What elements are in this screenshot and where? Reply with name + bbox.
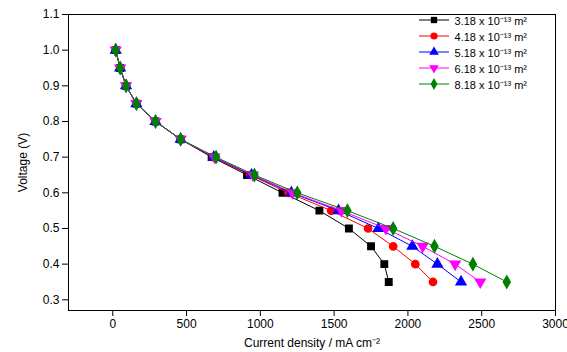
svg-text:1.0: 1.0 [43, 43, 60, 57]
svg-text:Current density / mA cm⁻²: Current density / mA cm⁻² [244, 336, 380, 350]
svg-text:0.4: 0.4 [43, 257, 60, 271]
svg-text:0.3: 0.3 [43, 293, 60, 307]
html-text:3.18 x 10⁻¹³ m²: 3.18 x 10⁻¹³ m² [454, 14, 527, 27]
svg-text:0.8: 0.8 [43, 114, 60, 128]
svg-text:0: 0 [109, 317, 116, 331]
svg-text:500: 500 [177, 317, 197, 331]
svg-text:3000: 3000 [542, 317, 567, 331]
svg-text:0.6: 0.6 [43, 186, 60, 200]
svg-text:1.1: 1.1 [43, 7, 60, 21]
svg-text:0.9: 0.9 [43, 79, 60, 93]
svg-text:Voltage (V): Voltage (V) [16, 133, 30, 192]
html-text:8.18 x 10⁻¹³ m²: 8.18 x 10⁻¹³ m² [454, 78, 527, 91]
svg-text:1500: 1500 [321, 317, 348, 331]
html-text:5.18 x 10⁻¹³ m²: 5.18 x 10⁻¹³ m² [454, 46, 527, 59]
html-text:4.18 x 10⁻¹³ m²: 4.18 x 10⁻¹³ m² [454, 30, 527, 43]
svg-text:2500: 2500 [468, 317, 495, 331]
html-text:6.18 x 10⁻¹³ m²: 6.18 x 10⁻¹³ m² [454, 62, 527, 75]
svg-text:1000: 1000 [247, 317, 274, 331]
svg-text:2000: 2000 [395, 317, 422, 331]
svg-text:0.7: 0.7 [43, 150, 60, 164]
svg-text:0.5: 0.5 [43, 221, 60, 235]
